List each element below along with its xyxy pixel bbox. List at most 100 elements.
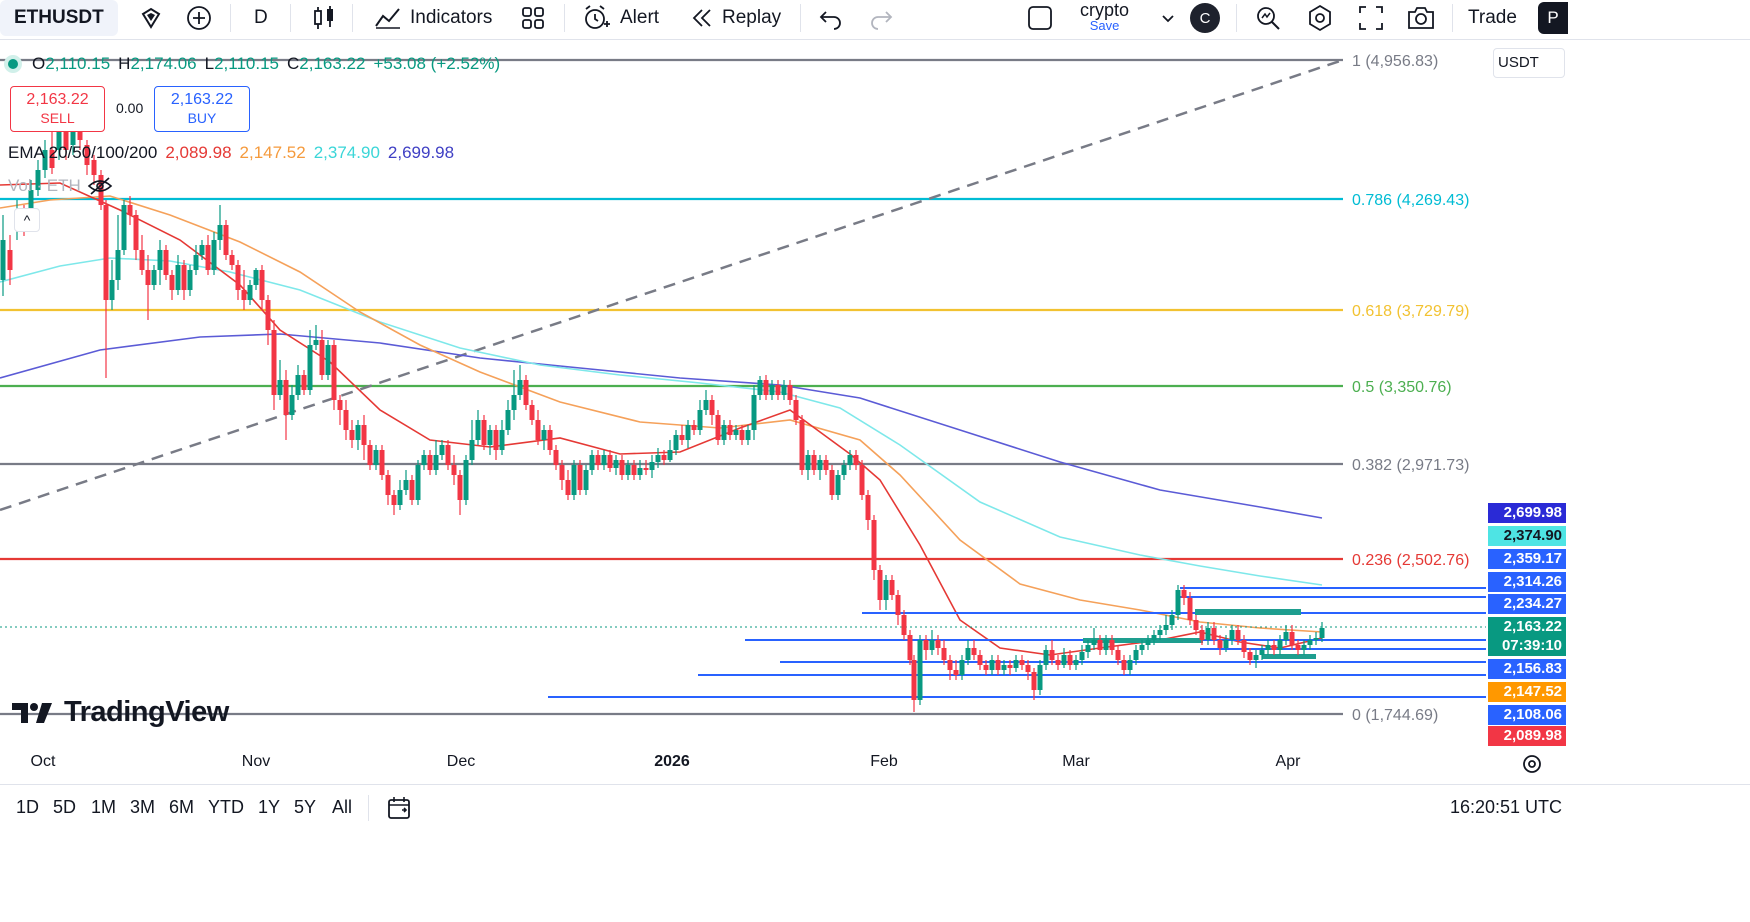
candle-down: [259, 270, 265, 300]
indicators-icon: [375, 8, 400, 29]
candle-up: [28, 190, 34, 210]
indicators-button[interactable]: Indicators: [374, 0, 492, 36]
candle-up: [571, 465, 577, 495]
candle-up: [325, 345, 331, 375]
range-button-5d[interactable]: 5D: [53, 797, 77, 817]
candle-down: [715, 415, 721, 440]
symbol-search-button[interactable]: ETHUSDT: [0, 0, 118, 36]
fullscreen-icon[interactable]: [1358, 0, 1384, 36]
candle-down: [451, 465, 457, 475]
range-button-ytd[interactable]: YTD: [208, 797, 244, 817]
candle-down: [947, 660, 953, 670]
calendar-icon[interactable]: [386, 795, 412, 821]
candle-down: [775, 385, 781, 395]
range-button-5y[interactable]: 5Y: [294, 797, 317, 817]
toolbar-divider: [230, 4, 231, 32]
toolbar-divider: [352, 4, 353, 32]
layout-save-button[interactable]: crypto Save: [1080, 0, 1129, 36]
compare-icon[interactable]: [138, 0, 164, 36]
buy-button[interactable]: 2,163.22 BUY: [154, 86, 250, 132]
candle-up: [187, 270, 193, 290]
templates-icon[interactable]: [520, 0, 546, 36]
chevron-down-icon[interactable]: [1160, 0, 1176, 36]
candle-up: [1163, 625, 1169, 630]
candle-up: [1205, 628, 1211, 640]
toolbar-divider: [564, 4, 565, 32]
undo-icon[interactable]: [818, 0, 844, 36]
sell-button[interactable]: 2,163.22 SELL: [10, 86, 105, 132]
redo-icon[interactable]: [868, 0, 894, 36]
candle-down: [793, 400, 799, 420]
candle-up: [1139, 645, 1145, 650]
fib-level-label: 0.618 (3,729.79): [1352, 303, 1469, 320]
layout-square-icon[interactable]: [1026, 0, 1054, 36]
interval-button[interactable]: D: [254, 0, 268, 36]
eye-hidden-icon[interactable]: [87, 176, 113, 196]
camera-icon[interactable]: [1406, 0, 1436, 36]
chart-canvas[interactable]: 1 (4,956.83) 0.786 (4,269.43) 0.618 (3,729…: [0, 40, 1660, 745]
toolbar-divider: [368, 795, 369, 821]
candle-up: [769, 385, 775, 395]
candle-down: [349, 430, 355, 440]
candle-down: [163, 250, 169, 275]
candle-down: [379, 450, 385, 475]
range-button-all[interactable]: All: [332, 797, 353, 817]
candle-up: [313, 340, 319, 345]
candle-down: [283, 380, 289, 415]
price-axis-badge: 07:39:10: [1488, 636, 1566, 656]
range-button-1y[interactable]: 1Y: [258, 797, 281, 817]
candle-down: [385, 475, 391, 495]
range-button-1d[interactable]: 1D: [16, 797, 40, 817]
avatar[interactable]: C: [1190, 0, 1220, 36]
candle-down: [823, 460, 829, 470]
candle-down: [577, 465, 583, 490]
bottom-blank-area: [0, 830, 1750, 922]
candle-down: [799, 420, 805, 470]
spread-value: 0.00: [116, 100, 144, 116]
time-axis-label: Mar: [1062, 753, 1090, 770]
publish-button[interactable]: P: [1538, 0, 1568, 36]
interval-label: D: [254, 7, 268, 28]
open-key: O: [32, 54, 46, 73]
candle-down: [1181, 590, 1187, 598]
candle-down: [631, 465, 637, 475]
add-symbol-icon[interactable]: [186, 0, 212, 36]
candle-down: [1007, 665, 1013, 668]
candle-up: [199, 245, 205, 255]
range-button-3m[interactable]: 3M: [130, 797, 156, 817]
zone-bar: [1083, 638, 1203, 643]
candle-down: [301, 375, 307, 390]
range-button-6m[interactable]: 6M: [169, 797, 195, 817]
ema200-value: 2,699.98: [387, 143, 455, 162]
time-axis[interactable]: Oct Nov Dec 2026 Feb Mar Apr: [0, 745, 1660, 779]
tradingview-logo[interactable]: TradingView: [12, 696, 229, 729]
candle-up: [1103, 640, 1109, 650]
alert-button[interactable]: Alert: [582, 0, 659, 36]
candle-up: [463, 460, 469, 500]
candle-up: [1301, 645, 1307, 650]
replay-button[interactable]: Replay: [690, 0, 781, 36]
range-button-1m[interactable]: 1M: [91, 797, 117, 817]
candle-up: [781, 385, 787, 395]
currency-selector[interactable]: USDT: [1493, 48, 1565, 78]
price-axis-badge: 2,156.83: [1488, 659, 1566, 679]
clock-utc[interactable]: 16:20:51 UTC: [1449, 797, 1562, 817]
candle-up: [475, 420, 481, 440]
collapse-legend-button[interactable]: ^: [14, 208, 40, 232]
ema-legend[interactable]: EMA 20/50/100/200 2,089.98 2,147.52 2,37…: [8, 143, 454, 163]
candle-up: [157, 250, 163, 270]
currency-label: USDT: [1498, 54, 1539, 71]
gear-icon[interactable]: [1520, 752, 1544, 776]
trade-button[interactable]: Trade: [1468, 0, 1517, 36]
volume-legend[interactable]: Vol · ETH: [8, 176, 113, 196]
candle-down: [679, 435, 685, 440]
candle-down: [361, 425, 367, 445]
settings-icon[interactable]: [1306, 0, 1334, 36]
layout-name: crypto: [1080, 0, 1130, 20]
candle-down: [941, 648, 947, 660]
candle-up: [637, 468, 643, 475]
high-key: H: [118, 54, 131, 73]
candles-icon[interactable]: [312, 0, 336, 36]
candle-down: [559, 465, 565, 480]
quick-search-icon[interactable]: [1254, 0, 1282, 36]
